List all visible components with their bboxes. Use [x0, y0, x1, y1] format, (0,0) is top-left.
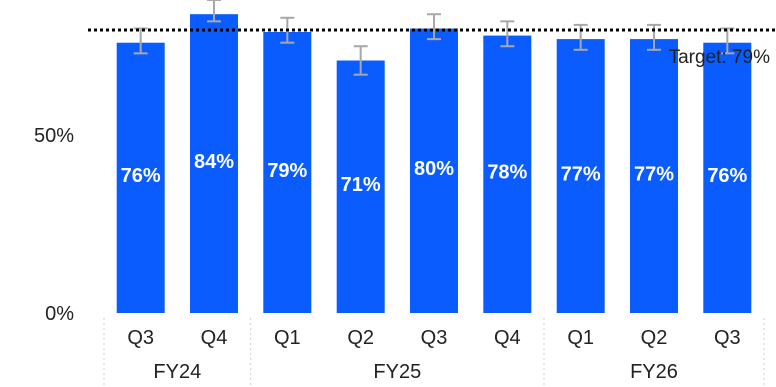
error-bars [133, 0, 735, 76]
bar [483, 35, 532, 313]
data-label: 84% [194, 151, 234, 173]
target-label: Target: 79% [669, 47, 770, 68]
x-axis: Q3 Q4 Q1 Q2 Q3 Q4 Q1 Q2 Q3 [127, 327, 740, 349]
y-axis: 0% 50% [34, 125, 74, 325]
group-axis: FY24 FY25 FY26 [153, 361, 678, 383]
bar [116, 42, 165, 313]
bar [336, 60, 385, 313]
data-label: 76% [121, 165, 161, 187]
bar [410, 28, 458, 313]
bar [190, 14, 238, 313]
bar [703, 42, 752, 313]
x-tick-label: Q3 [421, 327, 448, 349]
data-label: 77% [634, 163, 674, 185]
bar [630, 39, 678, 313]
x-tick-label: Q2 [641, 327, 668, 349]
data-label: 78% [487, 162, 527, 184]
data-labels: 76% 84% 79% 71% 80% 78% 77% 77% 76% [121, 151, 748, 196]
bars [116, 14, 752, 313]
error-bar [427, 13, 441, 41]
group-label: FY26 [630, 361, 678, 383]
x-tick-label: Q4 [201, 327, 228, 349]
y-tick-label: 50% [34, 125, 74, 147]
data-label: 77% [561, 163, 601, 185]
x-tick-label: Q4 [494, 327, 521, 349]
error-bar [500, 20, 515, 48]
data-label: 79% [267, 160, 307, 182]
error-bar [207, 0, 221, 23]
x-tick-label: Q3 [127, 327, 154, 349]
x-tick-label: Q1 [274, 327, 301, 349]
error-bar [720, 27, 735, 55]
data-label: 76% [707, 165, 747, 187]
error-bar [133, 27, 148, 55]
data-label: 71% [341, 174, 381, 196]
y-tick-label: 0% [45, 303, 74, 325]
bar [263, 32, 312, 313]
x-tick-label: Q1 [567, 327, 594, 349]
data-label: 80% [414, 158, 454, 180]
group-label: FY25 [373, 361, 421, 383]
group-label: FY24 [153, 361, 201, 383]
error-bar [353, 45, 368, 76]
x-tick-label: Q2 [347, 327, 374, 349]
bar [556, 39, 605, 313]
group-separators [103, 318, 765, 387]
x-tick-label: Q3 [714, 327, 741, 349]
